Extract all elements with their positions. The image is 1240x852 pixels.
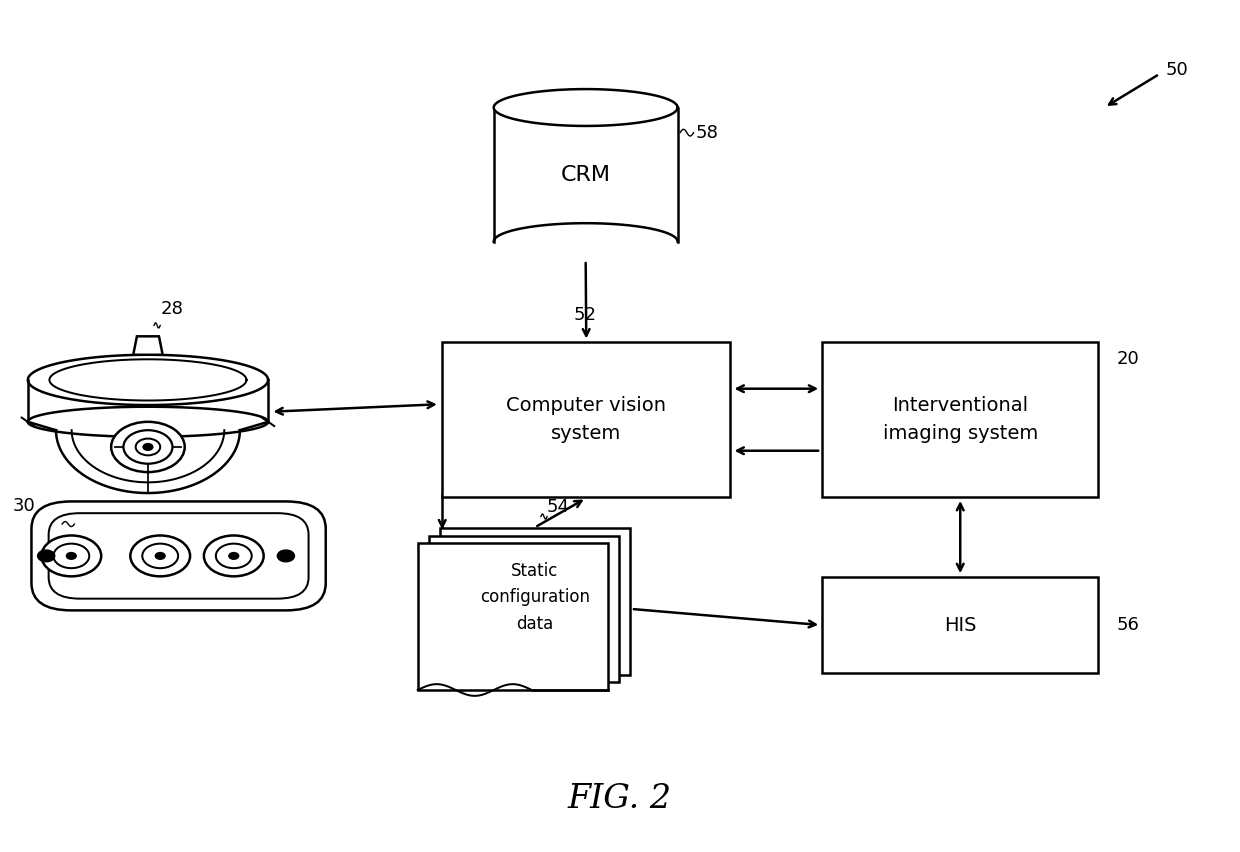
Circle shape bbox=[229, 553, 238, 559]
Text: Static
configuration
data: Static configuration data bbox=[480, 562, 590, 633]
FancyBboxPatch shape bbox=[48, 513, 309, 599]
Circle shape bbox=[41, 535, 102, 576]
Text: FIG. 2: FIG. 2 bbox=[568, 783, 672, 815]
Circle shape bbox=[67, 553, 76, 559]
Bar bbox=[429, 536, 619, 682]
Bar bbox=[418, 544, 608, 690]
Circle shape bbox=[37, 550, 55, 561]
Polygon shape bbox=[494, 89, 677, 126]
Polygon shape bbox=[27, 380, 268, 422]
Text: HIS: HIS bbox=[944, 615, 976, 635]
Polygon shape bbox=[56, 430, 239, 493]
Circle shape bbox=[216, 544, 252, 568]
Text: 20: 20 bbox=[1116, 350, 1140, 368]
Text: 54: 54 bbox=[547, 498, 570, 516]
Bar bbox=[822, 577, 1099, 673]
Circle shape bbox=[135, 439, 160, 455]
Bar bbox=[822, 343, 1099, 498]
Text: 52: 52 bbox=[574, 307, 596, 325]
Text: Computer vision
system: Computer vision system bbox=[506, 396, 666, 443]
Circle shape bbox=[143, 444, 153, 451]
Polygon shape bbox=[133, 337, 162, 354]
Bar bbox=[443, 343, 730, 498]
Circle shape bbox=[124, 430, 172, 463]
Circle shape bbox=[53, 544, 89, 568]
Circle shape bbox=[155, 553, 165, 559]
Text: CRM: CRM bbox=[560, 164, 610, 185]
Text: 50: 50 bbox=[1166, 60, 1188, 78]
Text: 58: 58 bbox=[696, 124, 719, 141]
Text: 30: 30 bbox=[14, 497, 36, 515]
Polygon shape bbox=[494, 107, 677, 242]
Polygon shape bbox=[27, 354, 268, 405]
Circle shape bbox=[130, 535, 190, 576]
Bar bbox=[440, 528, 630, 675]
Text: 28: 28 bbox=[160, 300, 184, 318]
Circle shape bbox=[112, 422, 185, 472]
FancyBboxPatch shape bbox=[31, 502, 326, 610]
Polygon shape bbox=[27, 406, 268, 437]
Circle shape bbox=[143, 544, 179, 568]
Text: Interventional
imaging system: Interventional imaging system bbox=[883, 396, 1038, 443]
Circle shape bbox=[278, 550, 294, 561]
Circle shape bbox=[203, 535, 264, 576]
Text: 56: 56 bbox=[1116, 616, 1140, 634]
